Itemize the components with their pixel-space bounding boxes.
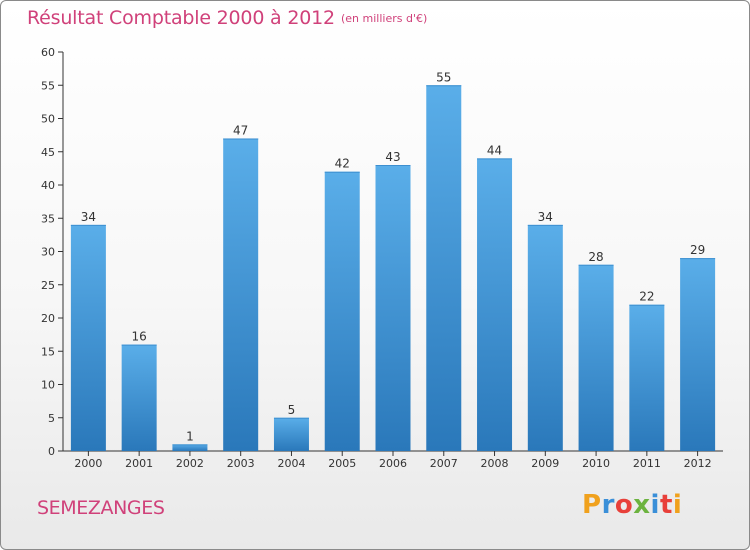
bar-2004 [273, 417, 309, 451]
logo-letter: t [659, 490, 673, 520]
chart-subtitle: (en milliers d'€) [341, 12, 428, 25]
bar-2012 [680, 258, 716, 451]
bar-2006 [375, 165, 411, 452]
logo-letter: P [582, 490, 602, 520]
bar-2001 [121, 344, 157, 451]
y-tick-label: 30 [41, 246, 55, 259]
x-tick-label-2005: 2005 [328, 457, 356, 470]
bar-2003 [223, 138, 259, 451]
x-tick-label-2001: 2001 [125, 457, 153, 470]
y-tick-label: 20 [41, 312, 55, 325]
y-tick-label: 15 [41, 345, 55, 358]
value-label-2006: 43 [385, 150, 400, 164]
y-tick-label: 25 [41, 279, 55, 292]
x-tick-label-2007: 2007 [430, 457, 458, 470]
x-tick-label-2010: 2010 [582, 457, 610, 470]
logo-letter: o [614, 490, 634, 520]
proxiti-logo[interactable]: Proxiti [582, 490, 682, 520]
chart-bars [70, 85, 716, 452]
logo-letter: r [601, 490, 615, 520]
bar-2007 [426, 85, 462, 451]
x-tick-label-2012: 2012 [684, 457, 712, 470]
x-tick-label-2003: 2003 [227, 457, 255, 470]
bar-2010 [578, 264, 614, 451]
bar-2002 [172, 444, 208, 451]
value-label-2002: 1 [186, 429, 194, 443]
value-label-2003: 47 [233, 123, 248, 137]
x-tick-label-2000: 2000 [74, 457, 102, 470]
value-label-2004: 5 [288, 403, 296, 417]
y-tick-label: 40 [41, 179, 55, 192]
logo-letter: x [633, 490, 651, 520]
y-tick-label: 50 [41, 113, 55, 126]
value-label-2005: 42 [335, 157, 350, 171]
x-tick-label-2004: 2004 [277, 457, 305, 470]
x-tick-label-2008: 2008 [481, 457, 509, 470]
town-name: SEMEZANGES [37, 497, 165, 519]
y-tick-label: 55 [41, 79, 55, 92]
y-tick-label: 10 [41, 379, 55, 392]
chart-value-labels: 34 16 1 47 5 42 43 55 44 34 28 22 29 [81, 70, 706, 443]
y-tick-label: 45 [41, 146, 55, 159]
logo-letter: i [650, 490, 660, 520]
value-label-2012: 29 [690, 243, 705, 257]
bar-2009 [527, 224, 563, 451]
y-tick-label: 5 [48, 412, 55, 425]
x-tick-label-2006: 2006 [379, 457, 407, 470]
y-tick-label: 0 [48, 445, 55, 458]
value-label-2011: 22 [639, 290, 654, 304]
y-tick-label: 35 [41, 212, 55, 225]
value-label-2008: 44 [487, 143, 502, 157]
x-tick-label-2002: 2002 [176, 457, 204, 470]
logo-letter: i [672, 490, 683, 520]
value-label-2007: 55 [436, 70, 451, 84]
chart-title: Résultat Comptable 2000 à 2012 [27, 7, 335, 29]
x-tick-label-2009: 2009 [531, 457, 559, 470]
bar-2008 [477, 158, 513, 451]
y-tick-label: 60 [41, 46, 55, 59]
x-tick-label-2011: 2011 [633, 457, 661, 470]
value-label-2010: 28 [588, 250, 603, 264]
value-label-2001: 16 [132, 330, 147, 344]
bar-2005 [324, 171, 360, 451]
value-label-2000: 34 [81, 210, 96, 224]
value-label-2009: 34 [538, 210, 553, 224]
bar-2000 [70, 224, 106, 451]
bar-2011 [629, 304, 665, 451]
